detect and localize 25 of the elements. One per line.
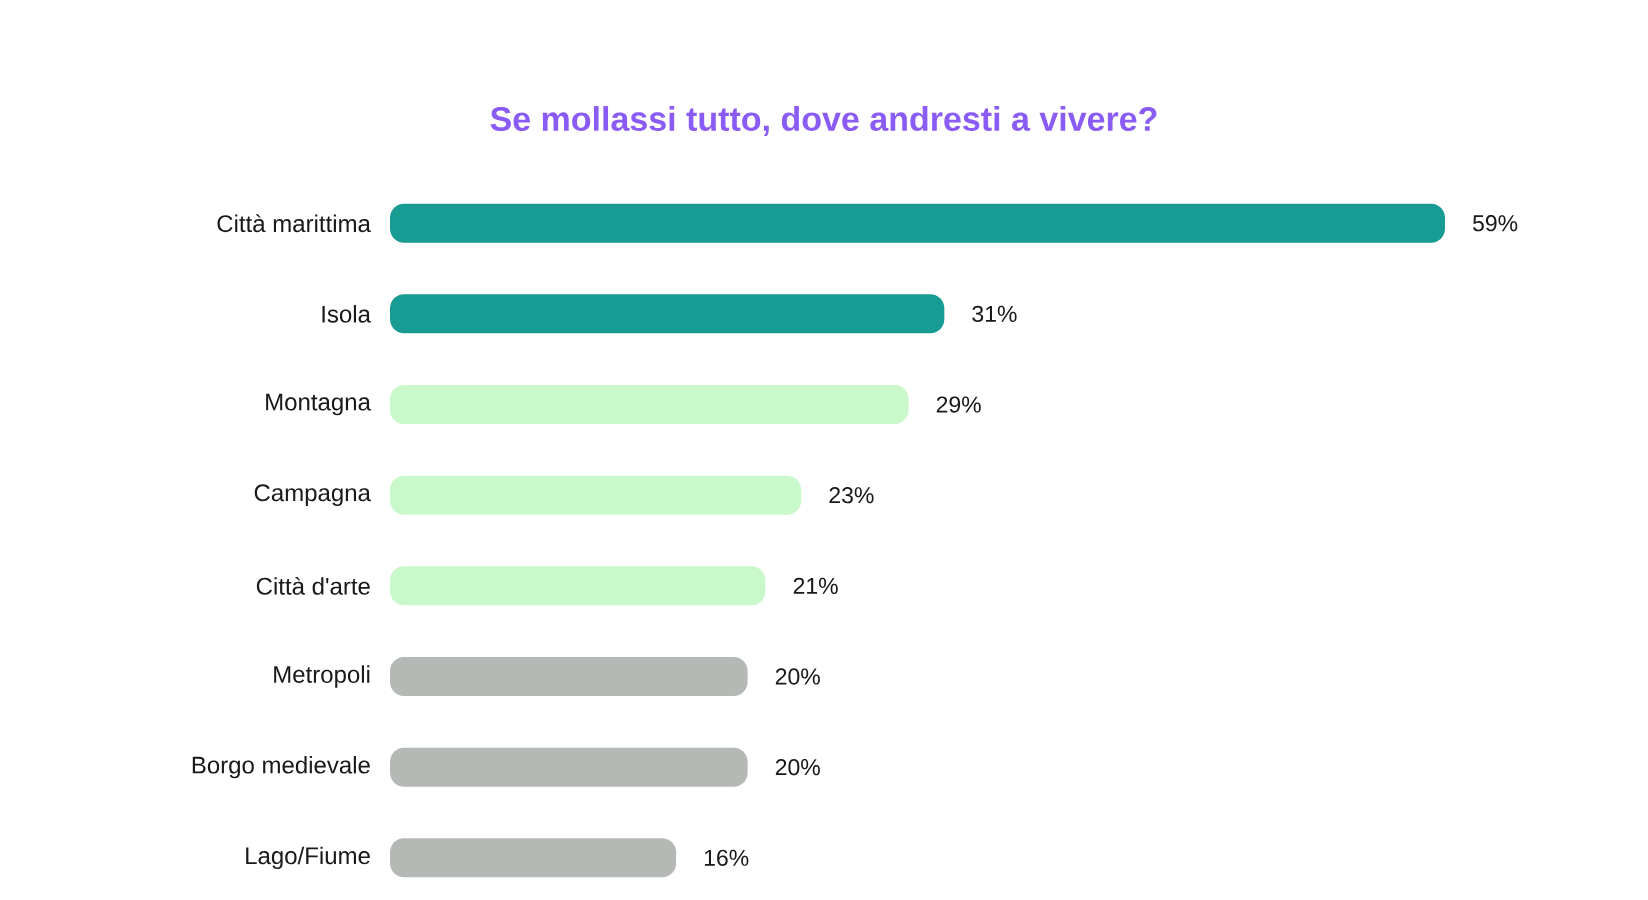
- bar: [390, 566, 766, 606]
- y-tick-label: Montagna: [266, 393, 371, 416]
- bar: [390, 203, 1445, 243]
- data-label: 20%: [775, 759, 820, 776]
- y-tick-label: Metropoli: [274, 665, 370, 688]
- bar: [390, 747, 748, 787]
- bar: [390, 475, 802, 515]
- data-label: 16%: [704, 849, 749, 866]
- data-label: 21%: [793, 577, 838, 594]
- y-tick-label: Campagna: [254, 484, 371, 507]
- bar: [390, 385, 909, 425]
- y-tick-label: Città marittima: [217, 214, 371, 233]
- data-label: 59%: [1472, 215, 1518, 232]
- y-tick-label: Lago/Fiume: [246, 846, 370, 869]
- data-label: 31%: [972, 305, 1017, 322]
- bar: [390, 656, 748, 696]
- y-tick-label: Isola: [322, 305, 371, 323]
- data-label: 20%: [775, 668, 820, 685]
- data-label: 29%: [936, 396, 981, 413]
- y-tick-label: Città d'arte: [256, 576, 370, 595]
- bar: [390, 838, 677, 878]
- data-label: 23%: [829, 487, 874, 504]
- chart-title: Se mollassi tutto, dove andresti a vivere?: [490, 106, 1157, 136]
- y-tick-label: Borgo medievale: [192, 755, 370, 779]
- bar: [390, 294, 945, 334]
